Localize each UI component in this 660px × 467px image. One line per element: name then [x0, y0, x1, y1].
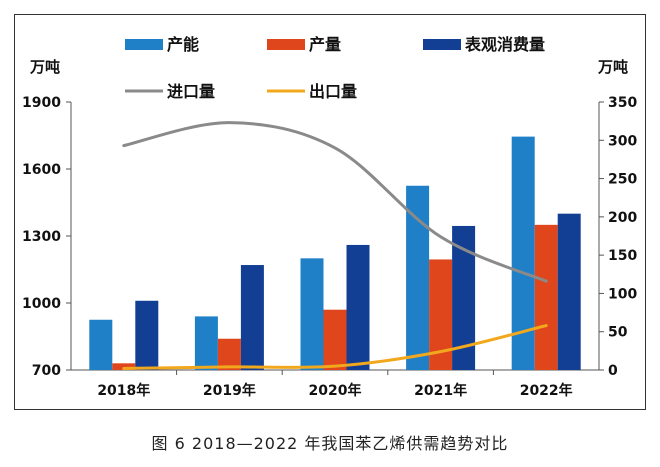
- y-left-tick-label: 1900: [22, 95, 61, 111]
- bar-1: [300, 258, 324, 370]
- y-right-tick-label: 250: [608, 172, 637, 188]
- bar-2: [534, 224, 558, 370]
- legend-label-line-2: 出口量: [309, 82, 357, 101]
- y-left-tick-label: 1300: [22, 229, 61, 245]
- x-tick-label: 2018年: [97, 382, 150, 399]
- bar-1: [194, 316, 218, 370]
- legend-label-line-1: 进口量: [167, 82, 215, 101]
- bar-2: [112, 363, 136, 370]
- y-left-tick-label: 1000: [22, 296, 61, 312]
- bar-2: [323, 309, 347, 370]
- bar-2: [217, 338, 241, 370]
- y-right-tick-label: 100: [608, 286, 637, 302]
- x-tick-label: 2019年: [203, 382, 256, 399]
- line-2: [122, 324, 548, 370]
- y-right-tick-label: 350: [608, 95, 637, 111]
- legend-label-bar-1: 产能: [167, 35, 199, 54]
- x-tick-label: 2022年: [520, 382, 573, 399]
- bar-1: [89, 319, 113, 370]
- y-left-unit: 万吨: [29, 58, 60, 76]
- bar-3: [135, 300, 159, 370]
- bar-3: [346, 244, 370, 370]
- bar-1: [406, 185, 430, 370]
- legend-swatch-bar-1: [125, 39, 163, 50]
- y-right-unit: 万吨: [597, 58, 628, 76]
- bar-3: [557, 213, 581, 370]
- x-tick-label: 2021年: [414, 382, 467, 399]
- y-right-tick-label: 50: [608, 325, 628, 341]
- y-right-tick-label: 150: [608, 248, 637, 264]
- legend-label-bar-2: 产量: [309, 35, 341, 54]
- legend-swatch-bar-2: [267, 39, 305, 50]
- y-right-tick-label: 0: [608, 363, 618, 379]
- legend-label-bar-3: 表观消费量: [464, 35, 545, 54]
- figure-caption: 图 6 2018—2022 年我国苯乙烯供需趋势对比: [151, 434, 509, 453]
- y-right-tick-label: 200: [608, 210, 637, 226]
- chart-canvas: 万吨 万吨 700 1000 1300 1600 1900 0 50 100 150 200 250 30…: [22, 35, 637, 399]
- legend-swatch-bar-3: [423, 39, 461, 50]
- chart-frame: 万吨 万吨 700 1000 1300 1600 1900 0 50 100 150 200 250 30…: [14, 14, 646, 410]
- x-tick-label: 2020年: [309, 382, 362, 399]
- y-left-tick-label: 1600: [22, 162, 61, 178]
- bar-2: [429, 259, 453, 370]
- y-right-tick-label: 300: [608, 133, 637, 149]
- bar-3: [452, 225, 476, 370]
- line-1: [122, 121, 548, 283]
- y-left-tick-label: 700: [32, 363, 61, 379]
- bar-1: [511, 136, 535, 370]
- bar-3: [240, 265, 264, 370]
